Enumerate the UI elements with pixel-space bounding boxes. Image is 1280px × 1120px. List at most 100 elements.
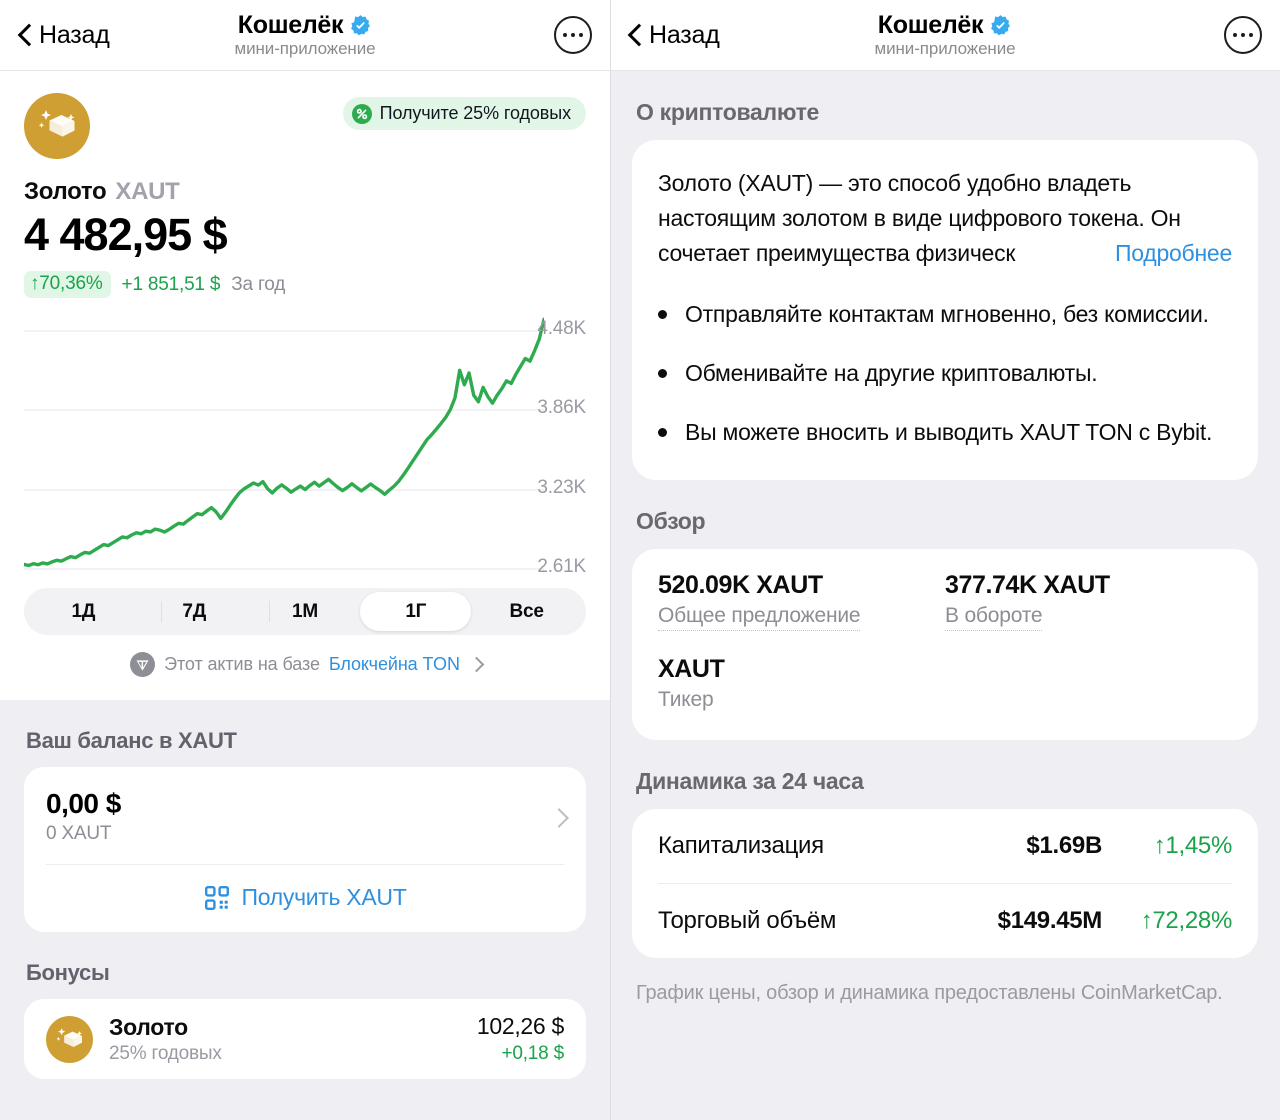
period-option-1y[interactable]: 1Г [360, 592, 472, 631]
market-cap-label: Капитализация [658, 832, 824, 859]
ticker-label: Тикер [658, 688, 714, 711]
balance-section-title: Ваш баланс в XAUT [26, 728, 237, 753]
about-more-link[interactable]: Подробнее [1114, 240, 1232, 266]
about-bullet-text: Отправляйте контактам мгновенно, без ком… [685, 301, 1209, 327]
period-option-all[interactable]: Все [509, 600, 544, 622]
bonus-rate: 25% годовых [109, 1042, 222, 1064]
navbar-title-row: Кошелёк [878, 11, 1012, 40]
chevron-left-icon [628, 23, 642, 47]
back-label: Назад [39, 20, 110, 49]
verified-badge-icon [351, 15, 371, 36]
chevron-right-icon [471, 657, 480, 672]
chart-period-selector[interactable]: 1Д 7Д 1М 1Г Все [24, 588, 586, 635]
chevron-right-icon [552, 807, 564, 827]
about-fade-overlay: Подробнее [1056, 236, 1232, 271]
ton-blockchain-link-row[interactable]: Этот актив на базе Блокчейна TON [24, 652, 586, 677]
chart-line-path [24, 317, 544, 568]
total-supply-value: 520.09K XAUT [658, 571, 823, 599]
verified-badge-icon [991, 15, 1011, 36]
apr-badge[interactable]: Получите 25% годовых [342, 97, 586, 130]
ton-diamond-icon [130, 652, 156, 677]
hero-top-row: Получите 25% годовых [24, 93, 586, 159]
right-panel-body: О криптовалюте Золото (XAUT) — это спосо… [610, 71, 1280, 1009]
balance-card: 0,00 $ 0 XAUT [24, 767, 586, 932]
bullet-icon [658, 369, 667, 378]
percent-icon [351, 103, 372, 124]
change-percent-badge: ↑70,36% [24, 271, 111, 298]
bullet-icon [658, 428, 667, 437]
card-divider [658, 883, 1232, 884]
about-card: Золото (XAUT) — это способ удобно владет… [632, 140, 1258, 480]
table-row: Торговый объём $149.45M ↑72,28% [658, 884, 1232, 958]
chevron-left-icon [18, 23, 32, 47]
apr-badge-label: Получите 25% годовых [379, 103, 571, 123]
about-section-title: О криптовалюте [636, 99, 820, 125]
volume-label: Торговый объём [658, 907, 837, 934]
about-bullet-text: Вы можете вносить и выводить XAUT TON с … [685, 419, 1213, 445]
dynamics-card: Капитализация $1.69B ↑1,45% Торговый объ… [632, 809, 1258, 958]
asset-hero-card: Получите 25% годовых Золото XAUT 4 482,9… [0, 71, 610, 700]
bullet-icon [658, 310, 667, 319]
bonus-name: Золото [109, 1013, 188, 1040]
bonuses-section-title: Бонусы [26, 960, 110, 985]
about-bullet-list: Отправляйте контактам мгновенно, без ком… [658, 297, 1232, 450]
back-button[interactable]: Назад [18, 21, 110, 50]
period-option-1m[interactable]: 1М [291, 600, 318, 622]
balance-amount: 0,00 $ [46, 788, 121, 819]
balance-sub-amount: 0 XAUT [46, 823, 112, 844]
circulating-supply-value: 377.74K XAUT [945, 571, 1110, 599]
balance-row[interactable]: 0,00 $ 0 XAUT [24, 767, 586, 864]
gold-bar-icon [46, 1015, 93, 1063]
navbar-title-row: Кошелёк [238, 11, 372, 40]
list-item: Отправляйте контактам мгновенно, без ком… [658, 297, 1232, 332]
asset-name-row: Золото XAUT [24, 178, 586, 206]
back-label: Назад [649, 20, 720, 49]
chart-y-axis-labels: 4.48K 3.86K 3.23K 2.61K [518, 314, 586, 577]
list-item: Обменивайте на другие криптовалюты. [658, 356, 1232, 391]
change-absolute: +1 851,51 $ [121, 273, 221, 295]
ticker-value: XAUT [658, 655, 725, 683]
app-subtitle: мини-приложение [874, 39, 1016, 58]
about-paragraph: Золото (XAUT) — это способ удобно владет… [658, 170, 1181, 266]
chart-ytick-0: 4.48K [537, 318, 586, 339]
overview-card: 520.09K XAUT Общее предложение 377.74K X… [632, 549, 1258, 740]
left-lower-section: Ваш баланс в XAUT 0,00 $ 0 XAUT [0, 700, 610, 1120]
total-supply-label[interactable]: Общее предложение [658, 604, 861, 631]
table-row: Капитализация $1.69B ↑1,45% [658, 809, 1232, 883]
market-cap-change: ↑1,45% [1153, 832, 1233, 859]
asset-name: Золото [24, 178, 107, 205]
gold-bar-icon [24, 93, 90, 159]
bonus-delta: +0,18 $ [501, 1043, 564, 1064]
overview-row-2: XAUT Тикер [658, 655, 1232, 714]
app-title: Кошелёк [877, 11, 984, 39]
dynamics-section-title: Динамика за 24 часа [636, 768, 864, 794]
about-bullet-text: Обменивайте на другие криптовалюты. [685, 360, 1098, 386]
ton-link-prefix: Этот актив на базе [164, 654, 320, 674]
card-divider [46, 864, 564, 865]
price-chart-svg [24, 317, 544, 570]
about-paragraph-clamp: Золото (XAUT) — это способ удобно владет… [658, 166, 1232, 271]
list-item: Вы можете вносить и выводить XAUT TON с … [658, 415, 1232, 450]
asset-price: 4 482,95 $ [24, 209, 228, 260]
bonus-amount: 102,26 $ [476, 1013, 564, 1039]
panel-seam-divider [610, 0, 611, 1120]
overview-row-1: 520.09K XAUT Общее предложение 377.74K X… [658, 571, 1232, 631]
price-chart[interactable]: 4.48K 3.86K 3.23K 2.61K [24, 314, 586, 577]
more-options-icon[interactable] [554, 16, 592, 54]
back-button[interactable]: Назад [628, 21, 720, 50]
chart-ytick-3: 2.61K [537, 556, 586, 577]
bonus-list-item[interactable]: Золото 25% годовых 102,26 $ +0,18 $ [24, 999, 586, 1079]
period-option-7d[interactable]: 7Д [182, 600, 207, 622]
circulating-supply-cell: 377.74K XAUT В обороте [945, 571, 1232, 631]
ticker-cell: XAUT Тикер [658, 655, 1232, 714]
circulating-supply-label[interactable]: В обороте [945, 604, 1043, 631]
ton-link-label[interactable]: Блокчейна TON [328, 654, 460, 674]
receive-xaut-button[interactable]: Получить XAUT [24, 865, 586, 932]
data-source-footnote: График цены, обзор и динамика предоставл… [636, 982, 1223, 1004]
left-panel: Назад Кошелёк мини-приложение [0, 0, 610, 1120]
more-options-icon[interactable] [1224, 16, 1262, 54]
right-panel: Назад Кошелёк мини-приложение О криптова… [610, 0, 1280, 1120]
period-option-1d[interactable]: 1Д [71, 600, 96, 622]
change-period-label: За год [231, 273, 286, 295]
